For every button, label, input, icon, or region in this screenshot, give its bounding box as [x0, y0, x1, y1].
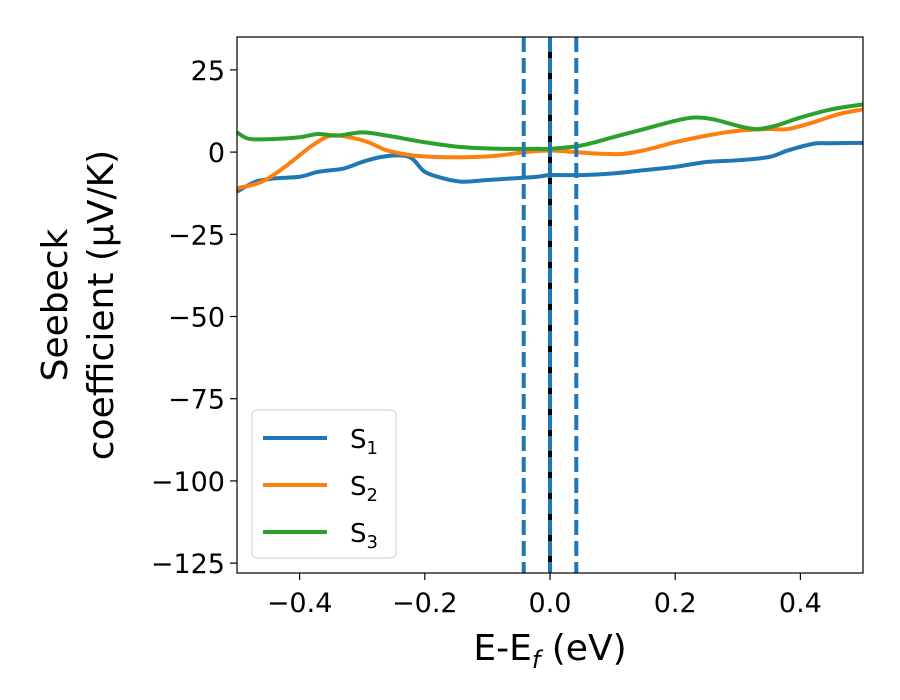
- y-axis-title-line2: coefficient (μV/K): [81, 150, 122, 460]
- y-tick-label: 25: [191, 56, 225, 87]
- y-tick-label: −125: [151, 549, 225, 580]
- y-tick-label: −75: [168, 385, 225, 416]
- x-tick-label: −0.4: [267, 588, 333, 619]
- legend: S1 S2 S3: [251, 409, 397, 559]
- y-tick-label: 0: [208, 138, 225, 169]
- y-tick-label: −50: [168, 303, 225, 334]
- x-ticks: −0.4 −0.2 0.0 0.2 0.4: [267, 573, 822, 619]
- y-axis-title: Seebeck coefficient (μV/K): [35, 150, 122, 460]
- y-tick-label: −25: [168, 220, 225, 251]
- x-tick-label: 0.2: [654, 588, 697, 619]
- legend-label-s2: S2: [350, 472, 378, 506]
- y-axis-title-line1: Seebeck: [35, 228, 76, 381]
- legend-label-s1: S1: [350, 425, 378, 459]
- vline-layer: [521, 37, 579, 573]
- legend-label-s3: S3: [350, 519, 378, 553]
- y-ticks: 25 0 −25 −50 −75 −100 −125: [151, 56, 237, 580]
- x-tick-label: 0.4: [779, 588, 822, 619]
- series-line-s1: [236, 140, 864, 194]
- y-tick-label: −100: [151, 467, 225, 498]
- x-tick-label: −0.2: [392, 588, 458, 619]
- x-axis-title: E-Ef (eV): [473, 628, 626, 674]
- x-tick-label: 0.0: [529, 588, 572, 619]
